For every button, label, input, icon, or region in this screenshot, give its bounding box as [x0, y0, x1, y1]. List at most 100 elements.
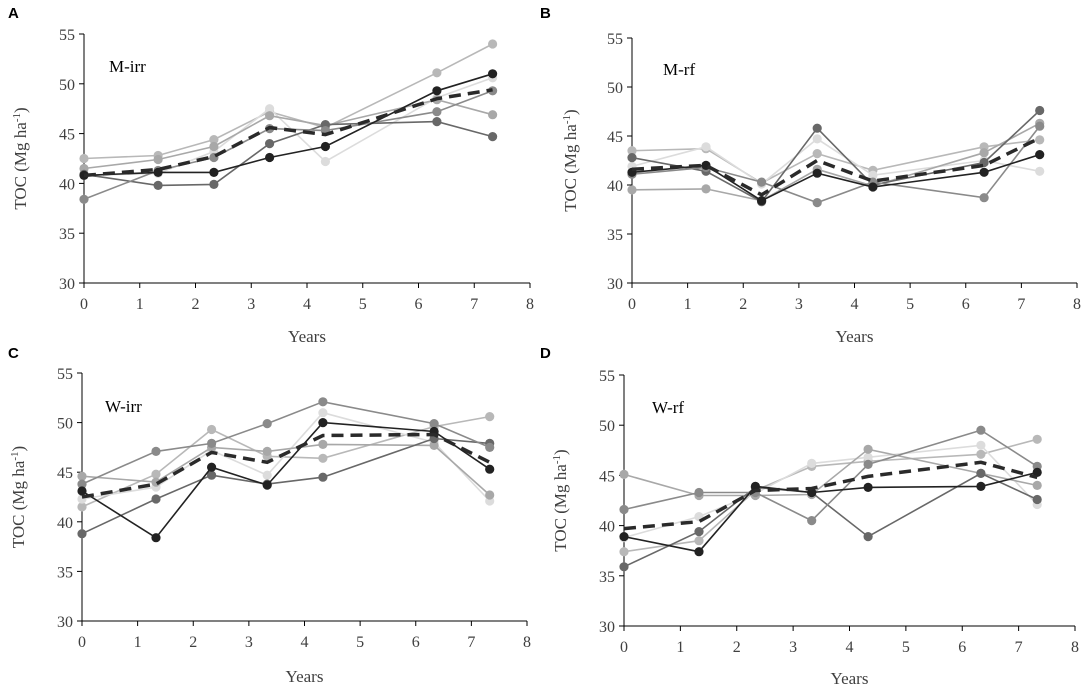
mean-series-line: [623, 460, 1038, 531]
x-tick-label: 6: [412, 634, 420, 651]
data-point: [694, 487, 704, 498]
data-point: [1035, 121, 1045, 131]
data-point: [265, 104, 275, 114]
x-tick-label: 8: [523, 634, 531, 651]
data-point: [207, 438, 217, 448]
data-point: [979, 148, 989, 158]
x-tick-label: 4: [301, 634, 309, 651]
panel-title: M-irr: [109, 57, 146, 76]
mean-series-line: [81, 432, 491, 499]
y-axis-title: TOC (Mg ha-1): [561, 109, 580, 211]
data-point: [77, 479, 87, 489]
data-point: [209, 167, 219, 177]
x-tick-label: 4: [303, 296, 311, 313]
data-point: [429, 419, 439, 429]
data-point: [812, 198, 822, 208]
data-point: [807, 458, 817, 468]
y-tick-label: 50: [599, 418, 615, 435]
data-point: [1035, 105, 1045, 116]
data-point: [863, 444, 873, 454]
data-point: [318, 408, 328, 418]
data-point: [207, 470, 217, 480]
data-point: [619, 532, 629, 542]
panel-letter: D: [540, 345, 551, 362]
data-point: [1035, 135, 1045, 145]
y-tick-label: 55: [59, 27, 75, 44]
data-point: [863, 532, 873, 542]
x-tick-label: 6: [962, 296, 970, 313]
data-point: [153, 154, 163, 165]
data-point: [151, 494, 161, 504]
panel-title: W-irr: [105, 397, 142, 416]
data-point: [485, 490, 495, 500]
x-tick-label: 7: [467, 634, 475, 651]
data-point: [77, 486, 87, 496]
y-tick-label: 50: [57, 416, 73, 433]
data-point: [619, 504, 629, 515]
y-axis-title: TOC (Mg ha-1): [11, 107, 30, 209]
data-point: [262, 470, 272, 480]
x-tick-label: 2: [733, 639, 741, 656]
data-point: [694, 536, 704, 546]
data-point: [812, 168, 822, 178]
data-point: [320, 156, 330, 167]
data-point: [619, 469, 629, 479]
x-tick-label: 8: [1071, 639, 1079, 656]
series-line-plot-3: [623, 448, 1038, 497]
data-point: [77, 471, 87, 481]
x-tick-label: 4: [846, 639, 854, 656]
y-tick-label: 40: [59, 176, 75, 193]
data-point: [807, 516, 817, 526]
y-tick-label: 40: [599, 519, 615, 536]
y-tick-label: 40: [57, 515, 73, 532]
data-point: [320, 141, 330, 152]
data-point: [262, 446, 272, 456]
data-point: [488, 132, 498, 142]
mean-series-line: [83, 88, 493, 178]
data-point: [429, 440, 439, 450]
data-point: [868, 170, 878, 180]
panel-letter: A: [8, 5, 19, 22]
x-tick-label: 2: [192, 296, 200, 313]
data-point: [151, 533, 161, 543]
data-point: [432, 107, 442, 117]
data-point: [979, 193, 989, 203]
x-tick-label: 7: [1015, 639, 1023, 656]
x-tick-label: 1: [136, 296, 144, 313]
y-tick-label: 30: [59, 276, 75, 293]
x-tick-label: 4: [851, 296, 859, 313]
series-line-plot-1: [81, 415, 490, 508]
data-point: [619, 547, 629, 557]
x-tick-label: 8: [1073, 296, 1081, 313]
series-line-plot-6: [83, 73, 493, 177]
panel-title: W-rf: [652, 398, 684, 417]
data-point: [1032, 480, 1042, 490]
data-point: [432, 117, 442, 127]
y-tick-label: 35: [599, 569, 615, 586]
y-axis-title: TOC (Mg ha-1): [551, 449, 570, 551]
y-tick-label: 55: [607, 31, 623, 48]
data-point: [976, 425, 986, 435]
data-point: [757, 196, 767, 206]
data-point: [262, 419, 272, 429]
y-tick-label: 35: [607, 227, 623, 244]
y-tick-label: 35: [59, 226, 75, 243]
data-point: [485, 442, 495, 452]
x-tick-label: 0: [78, 634, 86, 651]
data-point: [318, 397, 328, 407]
data-point: [153, 180, 163, 190]
data-point: [318, 418, 328, 428]
x-tick-label: 3: [245, 634, 253, 651]
data-point: [77, 502, 87, 512]
data-point: [265, 111, 275, 121]
x-tick-label: 3: [789, 639, 797, 656]
y-tick-label: 30: [607, 276, 623, 293]
data-point: [262, 480, 272, 490]
x-tick-label: 3: [795, 296, 803, 313]
series-line-plot-3: [83, 98, 493, 170]
y-tick-label: 45: [607, 129, 623, 146]
data-point: [1035, 166, 1045, 176]
data-point: [485, 412, 495, 422]
x-tick-label: 0: [628, 296, 636, 313]
